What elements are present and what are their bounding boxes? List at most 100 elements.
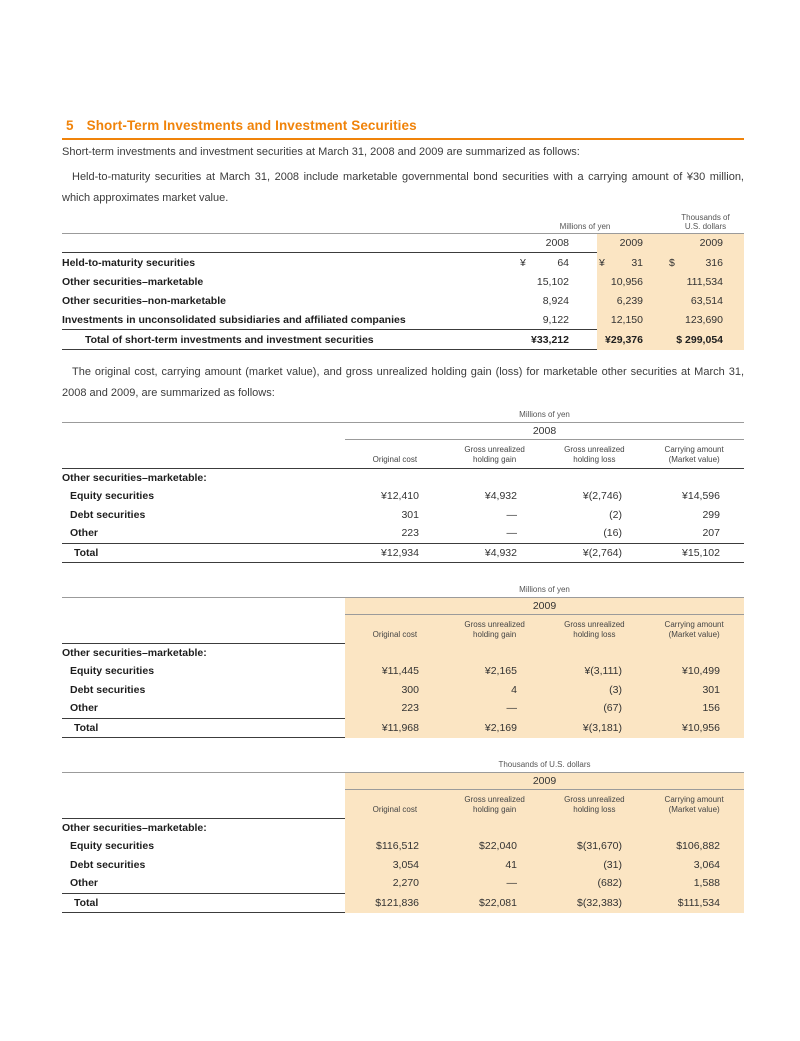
cell-2008-yen: 15,102 [536,275,569,288]
cell-original-cost: 2,270 [392,877,419,890]
divider [62,597,744,598]
cell-holding-loss: (31) [603,858,622,871]
row-label: Investments in unconsolidated subsidiari… [62,313,406,326]
table-row: Debt securities 300 4 (3) 301 [62,681,744,700]
detail-table-usd-2009: Thousands of U.S. dollars 2009 Original … [62,758,744,913]
total-holding-gain: ¥4,932 [484,546,517,559]
row-label: Other securities–non-marketable [62,294,226,307]
cell-carrying-amount: 1,588 [693,877,720,890]
column-header-holding-loss: Gross unrealized holding loss [564,445,625,464]
column-header-row: Original cost Gross unrealized holding ga… [62,440,744,468]
total-label: Total [74,896,99,909]
cell-holding-gain: $22,040 [479,840,517,853]
table-row: Debt securities 3,054 41 (31) 3,064 [62,856,744,875]
cell-carrying-amount: 301 [702,683,720,696]
row-label: Other [70,527,99,540]
total-2009-yen: ¥29,376 [605,333,643,346]
detail-table-millions-2008: Millions of yen 2008 Original cost Gross… [62,408,744,563]
column-header-holding-gain: Gross unrealized holding gain [464,620,525,639]
table-row: Equity securities $116,512 $22,040 $(31,… [62,837,744,856]
cell-2008-yen: ¥64 [520,256,569,269]
row-label: Equity securities [70,490,155,503]
intro-paragraph: Short-term investments and investment se… [62,146,580,158]
row-label: Equity securities [70,665,155,678]
highlight-2009-columns [597,234,744,350]
unit-label: Thousands of U.S. dollars [498,760,591,769]
table-row: Other securities–marketable 15,102 10,95… [62,272,744,291]
section-heading: 5 Short-Term Investments and Investment … [62,118,744,140]
summary-table-body: 2008 2009 2009 Held-to-maturity securiti… [62,234,744,350]
total-carrying-amount: ¥15,102 [682,546,720,559]
cell-holding-loss: (682) [597,877,622,890]
year-label: 2009 [532,775,557,787]
total-row: Total ¥12,934 ¥4,932 ¥(2,764) ¥15,102 [62,544,744,563]
cell-original-cost: 223 [401,702,419,715]
cell-holding-loss: ¥(3,111) [584,665,622,678]
column-header-carrying-amount: Carrying amount (Market value) [664,445,724,464]
total-label: Total [74,546,99,559]
divider [62,329,744,330]
summary-total-row: Total of short-term investments and inve… [62,330,744,349]
total-row: Total ¥11,968 ¥2,169 ¥(3,181) ¥10,956 [62,719,744,738]
cell-2009-yen: 10,956 [610,275,643,288]
detail-table-body: 2009 Original cost Gross unrealized holdi… [62,598,744,738]
cell-carrying-amount: 156 [702,702,720,715]
total-2009-usd: $ 299,054 [676,333,723,346]
cell-holding-loss: (3) [609,683,622,696]
unit-millions-of-yen: Millions of yen [559,222,611,231]
column-header-original-cost: Original cost [372,454,418,464]
table-row: Debt securities 301 — (2) 299 [62,506,744,525]
cell-2009-usd: 63,514 [690,294,723,307]
cell-carrying-amount: ¥10,499 [682,665,720,678]
total-carrying-amount: ¥10,956 [682,721,720,734]
total-label: Total [74,721,99,734]
cell-original-cost: 3,054 [392,858,419,871]
year-label: 2009 [532,600,557,612]
column-header-carrying-amount: Carrying amount (Market value) [664,795,724,814]
table-row: Held-to-maturity securities ¥64 ¥31 $316 [62,253,744,272]
total-holding-gain: $22,081 [479,896,517,909]
column-header-holding-loss: Gross unrealized holding loss [564,795,625,814]
row-label: Other [70,877,99,890]
table-row: Other 2,270 — (682) 1,588 [62,874,744,893]
cell-carrying-amount: 3,064 [693,858,720,871]
divider [345,439,744,440]
summary-table: Millions of yen Thousands of U.S. dollars… [62,211,744,350]
row-label: Held-to-maturity securities [62,256,196,269]
cell-holding-loss: $(31,670) [577,840,622,853]
total-original-cost: $121,836 [375,896,419,909]
group-row: Other securities–marketable: [62,647,207,659]
column-header-holding-gain: Gross unrealized holding gain [464,445,525,464]
total-label: Total of short-term investments and inve… [85,333,374,346]
cell-2008-yen: 9,122 [542,313,569,326]
column-header-row: Original cost Gross unrealized holding ga… [62,615,744,643]
highlight-2009-block [345,773,744,913]
total-holding-loss: ¥(3,181) [582,721,622,734]
cell-holding-loss: (67) [603,702,622,715]
column-header-holding-loss: Gross unrealized holding loss [564,620,625,639]
cell-2009-yen: ¥31 [599,256,643,269]
total-2008-yen: ¥33,212 [531,333,569,346]
year-2009-yen: 2009 [619,237,643,249]
cell-original-cost: ¥12,410 [381,490,419,503]
divider [62,233,744,234]
cell-2009-yen: 6,239 [616,294,643,307]
cell-carrying-amount: ¥14,596 [682,490,720,503]
row-label: Debt securities [70,858,146,871]
row-label: Other [70,702,99,715]
total-row: Total $121,836 $22,081 $(32,383) $111,53… [62,894,744,913]
cell-2009-usd: 123,690 [685,313,723,326]
year-2008: 2008 [545,237,569,249]
table-row: Equity securities ¥12,410 ¥4,932 ¥(2,746… [62,487,744,506]
cell-holding-gain: ¥2,165 [484,665,517,678]
column-header-row: Original cost Gross unrealized holding ga… [62,790,744,818]
cell-carrying-amount: 299 [702,508,720,521]
cell-holding-loss: ¥(2,746) [582,490,622,503]
divider [62,422,744,423]
row-label: Debt securities [70,683,146,696]
cell-holding-gain: 41 [505,858,517,871]
cell-2009-usd: $316 [669,256,723,269]
cell-holding-gain: — [506,877,518,890]
group-row: Other securities–marketable: [62,822,207,834]
divider [62,542,744,544]
